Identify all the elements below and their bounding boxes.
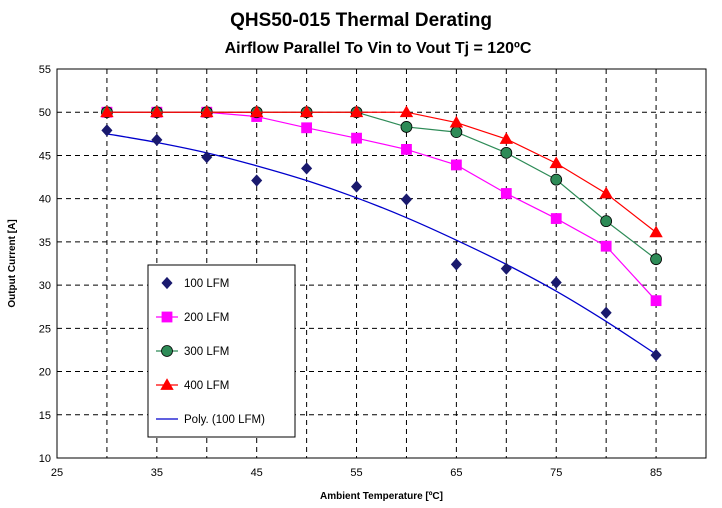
data-point-300-lfm (400, 121, 413, 133)
y-tick-label: 50 (39, 107, 51, 119)
data-point-400-lfm (250, 105, 264, 118)
plot-area-frame (56, 68, 707, 459)
x-tick-label: 25 (51, 467, 63, 479)
data-point-100-lfm (151, 133, 163, 146)
data-point-100-lfm (600, 306, 612, 319)
data-point-400-lfm (299, 105, 314, 118)
x-tick-label: 45 (251, 467, 263, 479)
data-point-200-lfm (500, 188, 512, 199)
data-point-300-lfm (450, 126, 463, 139)
data-point-400-lfm (349, 105, 364, 118)
data-point-200-lfm (301, 122, 313, 134)
data-point-100-lfm (500, 262, 512, 275)
chart-title: QHS50-015 Thermal Derating (230, 10, 492, 31)
data-point-200-lfm (600, 240, 612, 252)
y-tick-label: 15 (39, 410, 51, 422)
legend: 100 LFM 200 LFM 300 LFM 400 LFM Poly. (100 L… (147, 264, 296, 438)
data-point-200-lfm (650, 295, 662, 307)
chart-subtitle: Airflow Parallel To Vin to Vout Tj = 120… (225, 40, 532, 57)
series-line-poly-100-lfm (106, 133, 657, 355)
data-point-300-lfm (600, 215, 613, 228)
x-tick-label: 75 (550, 467, 562, 479)
y-tick-label: 20 (39, 367, 51, 379)
data-point-200-lfm (450, 159, 462, 171)
y-tick-label: 45 (39, 150, 51, 162)
data-point-300-lfm (650, 253, 662, 266)
series-line-400-lfm (106, 111, 657, 233)
legend-label-400-lfm: 400 LFM (184, 380, 229, 392)
data-point-400-lfm (399, 105, 414, 118)
legend-marker-200-lfm (161, 311, 173, 323)
data-point-200-lfm (401, 143, 412, 155)
data-point-100-lfm (400, 193, 413, 206)
x-tick-label: 35 (151, 467, 163, 479)
y-tick-label: 35 (39, 237, 51, 249)
legend-label-100-lfm: 100 LFM (184, 278, 229, 290)
data-point-400-lfm (150, 105, 164, 118)
data-point-400-lfm (649, 225, 663, 238)
legend-marker-100-lfm (161, 276, 173, 290)
data-point-400-lfm (100, 105, 114, 118)
y-tick-label: 55 (39, 64, 51, 76)
data-point-100-lfm (550, 276, 562, 289)
y-axis-label: Output Current [A] (7, 219, 18, 307)
x-tick-label: 65 (450, 467, 462, 479)
data-point-400-lfm (449, 115, 464, 128)
data-point-400-lfm (499, 132, 513, 144)
data-point-400-lfm (200, 105, 214, 118)
legend-label-poly-100-lfm: Poly. (100 LFM) (184, 414, 265, 426)
y-tick-label: 25 (39, 323, 51, 335)
x-tick-label: 55 (350, 467, 362, 479)
y-tick-label: 40 (39, 194, 51, 206)
data-point-100-lfm (350, 180, 363, 193)
data-point-300-lfm (550, 173, 563, 186)
legend-marker-300-lfm (161, 345, 173, 357)
data-point-100-lfm (650, 349, 662, 362)
data-point-400-lfm (599, 186, 613, 199)
data-point-100-lfm (301, 162, 313, 175)
x-axis-label: Ambient Temperature [ºC] (320, 491, 443, 502)
series-line-300-lfm (106, 111, 657, 260)
data-point-400-lfm (549, 156, 563, 169)
legend-marker-400-lfm (160, 378, 174, 390)
legend-label-200-lfm: 200 LFM (184, 312, 229, 324)
data-point-100-lfm (101, 124, 113, 137)
x-tick-label: 85 (650, 467, 662, 479)
data-point-100-lfm (251, 174, 263, 187)
data-point-200-lfm (351, 132, 362, 144)
data-point-100-lfm (450, 258, 462, 271)
series-layer (100, 105, 663, 362)
data-point-200-lfm (550, 213, 562, 224)
legend-label-300-lfm: 300 LFM (184, 346, 229, 358)
data-point-100-lfm (201, 151, 213, 164)
y-tick-label: 10 (39, 453, 51, 465)
tick-labels: 25 35 45 55 65 75 85 10 15 20 25 30 35 40 45 50 55 (39, 64, 662, 479)
data-point-300-lfm (500, 146, 513, 159)
y-tick-label: 30 (39, 280, 51, 292)
